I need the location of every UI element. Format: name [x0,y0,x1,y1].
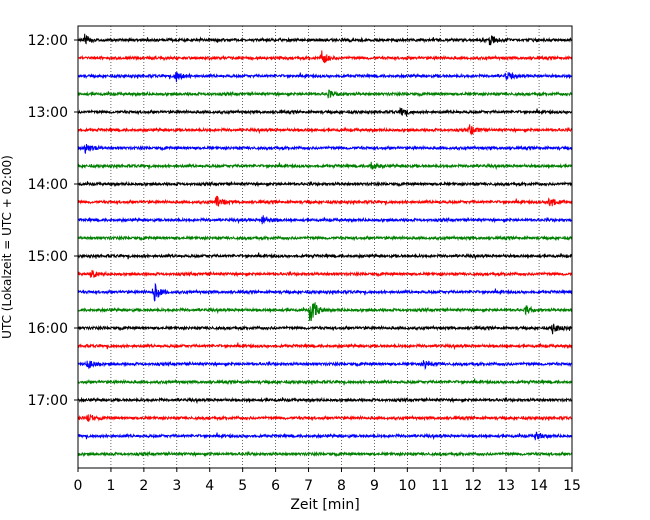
trace-1415 [77,195,573,207]
y-tick-label: 13:00 [28,105,68,121]
trace-1730 [77,431,573,441]
y-tick-label: 14:00 [28,177,68,193]
x-tick-label: 15 [563,478,581,494]
trace-1745 [77,450,573,458]
y-tick-label: 12:00 [28,33,68,49]
trace-1245 [77,89,573,99]
y-tick-label: 17:00 [28,393,68,409]
x-tick-label: 9 [370,478,379,494]
trace-1600 [77,323,573,335]
seismogram-traces [77,33,573,458]
x-tick-label: 4 [205,478,214,494]
trace-1200 [77,33,573,46]
trace-1530 [77,282,573,302]
trace-1500 [77,252,573,261]
y-tick-label: 16:00 [28,321,68,337]
x-axis-label: Zeit [min] [290,497,359,513]
x-tick-label: 7 [304,478,313,494]
x-tick-label: 11 [431,478,449,494]
trace-1700 [77,396,573,405]
trace-1400 [77,180,573,188]
y-axis-label: UTC (Lokalzeit = UTC + 02:00) [0,155,14,339]
trace-1215 [77,50,573,64]
x-tick-label: 2 [139,478,148,494]
trace-1445 [77,234,573,242]
x-tick-label: 14 [530,478,548,494]
x-tick-label: 13 [497,478,515,494]
x-tick-label: 6 [271,478,280,494]
trace-1515 [77,269,573,278]
trace-1545 [77,302,573,322]
trace-1615 [77,342,573,351]
trace-1330 [77,144,573,154]
trace-1345 [77,161,573,171]
trace-1645 [77,378,573,386]
trace-1430 [77,215,573,225]
y-axis-ticks: 12:00 13:00 14:00 15:00 16:00 17:00 [28,33,78,409]
x-tick-label: 5 [238,478,247,494]
trace-1315 [77,124,573,136]
x-tick-label: 1 [106,478,115,494]
trace-1300 [77,106,573,117]
trace-1230 [77,71,573,83]
trace-1715 [77,414,573,422]
y-tick-label: 15:00 [28,249,68,265]
x-tick-label: 10 [398,478,416,494]
x-tick-label: 3 [172,478,181,494]
plot-frame [77,25,573,469]
x-tick-label: 8 [337,478,346,494]
x-tick-label: 0 [74,478,83,494]
x-tick-label: 12 [464,478,482,494]
x-axis-ticks: 0 1 2 3 4 5 6 7 8 9 10 11 12 13 14 15 [74,468,581,494]
trace-1630 [77,360,573,371]
